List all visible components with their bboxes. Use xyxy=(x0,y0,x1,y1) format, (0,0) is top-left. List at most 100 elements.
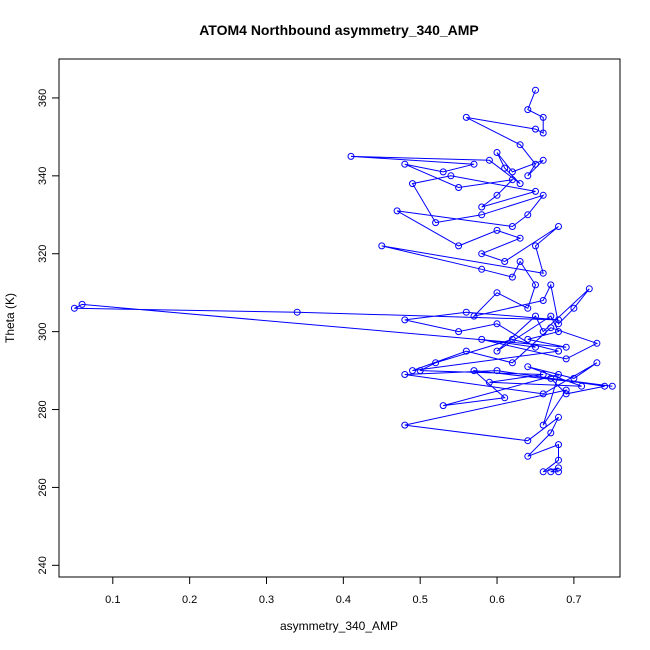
data-point xyxy=(539,156,547,164)
data-point xyxy=(524,106,532,114)
data-point xyxy=(532,160,539,168)
data-point xyxy=(455,242,463,250)
data-point xyxy=(439,168,447,176)
data-point xyxy=(547,429,555,437)
data-point xyxy=(478,250,486,258)
data-point xyxy=(493,347,501,355)
data-point xyxy=(508,335,516,343)
y-tick-label: 360 xyxy=(37,89,49,107)
data-point xyxy=(485,156,493,164)
data-point xyxy=(547,281,555,289)
x-tick-label: 0.6 xyxy=(489,594,504,606)
y-tick-label: 320 xyxy=(37,245,49,263)
data-point xyxy=(470,160,478,168)
data-point xyxy=(493,191,501,199)
chart-title: ATOM4 Northbound asymmetry_340_AMP xyxy=(199,22,479,38)
data-point xyxy=(562,343,570,351)
data-point xyxy=(493,367,501,375)
data-point xyxy=(524,304,532,312)
data-point xyxy=(601,382,609,390)
data-point xyxy=(478,211,486,219)
data-point xyxy=(416,367,424,375)
data-point xyxy=(524,172,532,180)
data-point xyxy=(555,223,562,230)
data-point xyxy=(501,164,509,172)
y-tick-label: 240 xyxy=(37,556,49,574)
x-tick-label: 0.4 xyxy=(336,594,351,606)
data-point xyxy=(532,187,539,195)
data-point xyxy=(593,359,601,367)
data-point xyxy=(539,129,547,137)
data-point xyxy=(439,402,447,410)
y-tick-label: 300 xyxy=(37,322,49,340)
data-point xyxy=(539,191,547,199)
data-point xyxy=(532,312,539,320)
data-point xyxy=(378,242,386,250)
plot-area xyxy=(70,86,616,476)
data-point xyxy=(409,180,416,188)
data-point xyxy=(516,258,524,265)
data-point xyxy=(455,184,463,191)
data-point xyxy=(532,343,539,351)
data-point xyxy=(524,437,532,445)
data-point xyxy=(78,300,86,308)
data-point xyxy=(478,203,486,211)
data-point xyxy=(493,320,501,328)
series-line xyxy=(74,90,613,473)
data-point xyxy=(508,359,516,367)
x-tick-label: 0.1 xyxy=(105,594,120,606)
data-point xyxy=(516,141,524,149)
data-point xyxy=(432,219,440,227)
data-point xyxy=(562,390,570,398)
y-tick-label: 260 xyxy=(37,478,49,496)
data-point xyxy=(555,320,562,328)
data-point xyxy=(501,258,509,265)
data-point xyxy=(532,86,539,94)
data-point xyxy=(539,371,547,378)
data-point xyxy=(447,172,455,180)
data-point xyxy=(401,160,409,168)
data-point xyxy=(555,464,562,472)
data-point xyxy=(478,335,486,343)
data-point xyxy=(493,226,501,234)
data-point xyxy=(401,371,409,378)
data-point xyxy=(70,304,78,312)
data-point xyxy=(462,113,470,121)
data-point xyxy=(555,456,562,464)
data-point xyxy=(562,386,570,394)
data-point xyxy=(555,316,562,324)
data-point xyxy=(347,152,355,160)
y-axis-label: Theta (K) xyxy=(3,293,17,343)
x-axis: 0.1 0.2 0.3 0.4 0.5 0.6 0.7 xyxy=(105,576,582,606)
data-point xyxy=(539,328,547,336)
data-point xyxy=(462,308,470,316)
data-point xyxy=(493,149,501,156)
data-point xyxy=(508,176,516,184)
x-tick-label: 0.2 xyxy=(182,594,197,606)
data-point xyxy=(532,125,539,133)
data-point xyxy=(508,273,516,281)
data-point xyxy=(585,285,593,293)
data-point xyxy=(539,390,547,398)
data-point xyxy=(539,297,547,304)
data-point xyxy=(393,207,401,215)
data-point xyxy=(524,452,532,460)
data-point xyxy=(516,180,524,188)
data-point xyxy=(501,394,509,402)
y-axis: 240 260 280 300 320 340 360 xyxy=(37,89,60,574)
data-point xyxy=(608,382,616,390)
data-point xyxy=(555,413,562,421)
data-point xyxy=(547,374,555,382)
data-point xyxy=(470,367,478,375)
data-point xyxy=(532,242,539,250)
data-point xyxy=(493,289,501,297)
data-point xyxy=(462,347,470,355)
data-point xyxy=(555,371,562,378)
data-point xyxy=(539,468,547,476)
y-tick-label: 340 xyxy=(37,167,49,185)
data-point xyxy=(455,328,463,336)
data-point xyxy=(485,378,493,386)
data-point xyxy=(401,421,409,429)
data-point xyxy=(524,211,532,219)
